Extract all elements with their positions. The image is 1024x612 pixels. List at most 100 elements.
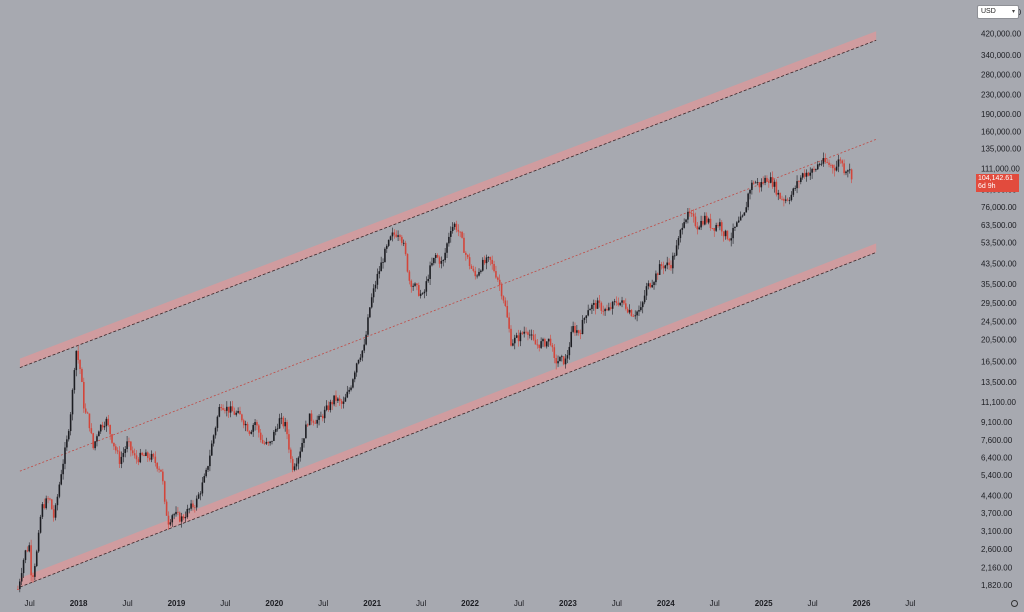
- time-axis[interactable]: Jul 2018 Jul 2019 Jul 2020 Jul 2021 Jul 2022 Jul 20…: [25, 599, 916, 608]
- candle: [598, 295, 601, 308]
- candle: [286, 419, 288, 440]
- candle: [399, 234, 401, 241]
- candle: [35, 549, 38, 568]
- time-tick-label: Jul: [710, 599, 720, 608]
- candle: [707, 217, 710, 225]
- candle: [135, 450, 138, 464]
- candle: [150, 450, 153, 463]
- candle: [769, 172, 772, 184]
- candle: [506, 300, 509, 318]
- candle: [209, 449, 211, 472]
- candle: [297, 456, 300, 470]
- candle: [502, 295, 505, 304]
- candle: [760, 178, 763, 192]
- candle: [295, 457, 298, 471]
- candle: [64, 441, 66, 470]
- price-tick-label: 13,500.00: [981, 378, 1017, 387]
- candle: [372, 284, 375, 303]
- currency-select[interactable]: USD ▾: [977, 5, 1019, 19]
- candle: [210, 440, 213, 456]
- price-tick-label: 16,500.00: [981, 358, 1017, 367]
- candle: [62, 459, 64, 480]
- candle: [792, 187, 795, 197]
- price-tick-label: 230,000.00: [981, 91, 1022, 100]
- candle: [180, 512, 183, 528]
- candle: [98, 430, 100, 437]
- candle: [734, 226, 736, 231]
- candle: [113, 442, 115, 451]
- candle: [126, 435, 128, 453]
- candle: [673, 252, 676, 260]
- candle: [672, 252, 674, 274]
- candle: [743, 212, 746, 216]
- candle: [483, 255, 486, 265]
- candle: [491, 255, 493, 270]
- candle: [608, 302, 610, 312]
- candle: [764, 175, 766, 186]
- candle: [504, 297, 507, 308]
- candle: [709, 213, 712, 231]
- candle: [69, 411, 72, 436]
- price-tick-label: 280,000.00: [981, 71, 1022, 80]
- candle: [45, 495, 47, 510]
- candle: [568, 342, 571, 360]
- candle: [559, 356, 561, 362]
- candle: [649, 282, 652, 289]
- candle: [284, 417, 286, 432]
- candle: [96, 434, 98, 447]
- candle: [643, 290, 646, 305]
- candle: [596, 297, 599, 309]
- candle: [658, 260, 661, 275]
- candle: [265, 437, 268, 445]
- candle: [459, 231, 461, 238]
- time-tick-label: 2019: [168, 599, 186, 608]
- candle: [32, 572, 34, 583]
- candle: [508, 312, 510, 333]
- upper-channel-band: [19, 31, 877, 368]
- candle: [579, 329, 582, 340]
- candle: [768, 178, 770, 188]
- candle: [811, 167, 813, 179]
- price-tick-label: 43,500.00: [981, 259, 1017, 268]
- candle: [404, 240, 407, 256]
- candle: [564, 354, 567, 369]
- candle: [224, 408, 226, 414]
- candle: [557, 355, 559, 367]
- candle: [820, 160, 823, 167]
- candle: [433, 257, 435, 266]
- candle: [704, 212, 706, 226]
- candle: [244, 420, 247, 432]
- settings-icon[interactable]: [1011, 600, 1018, 607]
- candle: [124, 446, 127, 458]
- candle: [299, 447, 302, 462]
- price-axis[interactable]: 520,000.00420,000.00340,000.00280,000.00…: [981, 8, 1022, 590]
- candle: [809, 167, 812, 181]
- candle: [500, 282, 503, 300]
- candle: [73, 367, 76, 394]
- candle: [67, 429, 70, 442]
- candle: [562, 356, 565, 366]
- candle: [745, 201, 748, 213]
- candle: [167, 511, 170, 530]
- candle: [687, 207, 689, 224]
- candle: [306, 423, 309, 428]
- candle: [352, 378, 354, 389]
- candle: [342, 396, 345, 409]
- candle: [749, 188, 751, 200]
- candle: [288, 429, 290, 454]
- candle: [438, 255, 441, 268]
- candle: [549, 334, 552, 347]
- candle: [205, 467, 207, 478]
- candle: [547, 338, 550, 347]
- candle: [472, 265, 475, 273]
- candle: [406, 253, 409, 273]
- candle: [84, 403, 87, 414]
- candle: [653, 280, 655, 290]
- candle: [521, 331, 524, 336]
- candle: [186, 504, 189, 519]
- price-tick-label: 1,820.00: [981, 581, 1013, 590]
- candle: [350, 385, 352, 392]
- price-tick-label: 24,500.00: [981, 318, 1017, 327]
